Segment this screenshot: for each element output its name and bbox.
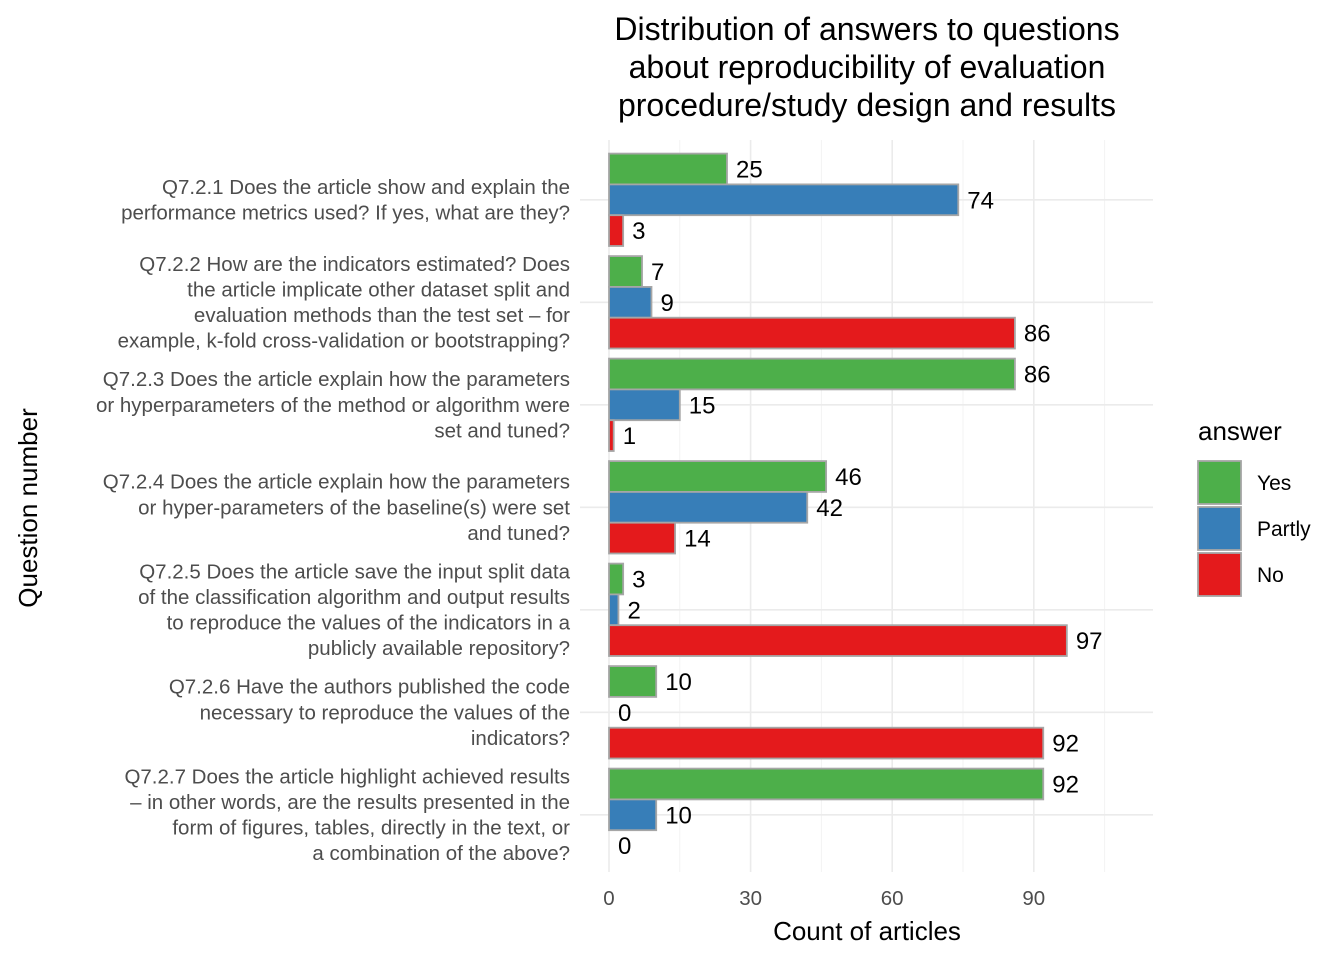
y-tick-label: example, k-fold cross-validation or boot…	[118, 330, 570, 353]
bar-yes	[608, 665, 658, 698]
y-tick-label: the article implicate other dataset spli…	[187, 279, 570, 302]
data-label: 92	[1052, 772, 1079, 799]
bar-partly	[608, 798, 658, 832]
bar-yes	[608, 357, 1016, 391]
y-tick-label: Q7.2.4 Does the article explain how the …	[103, 471, 570, 494]
chart-title-line: procedure/study design and results	[618, 87, 1116, 123]
bar-yes	[608, 152, 728, 186]
bar-no	[608, 521, 676, 555]
x-axis-title: Count of articles	[773, 916, 961, 946]
bar-no	[608, 316, 1016, 350]
data-label: 7	[651, 259, 664, 286]
bar-no	[608, 726, 1045, 760]
y-tick-label: Q7.2.7 Does the article highlight achiev…	[124, 765, 570, 788]
data-label: 15	[689, 392, 716, 419]
x-tick-label: 90	[1022, 887, 1045, 910]
data-label: 97	[1076, 628, 1103, 655]
y-tick-label: evaluation methods than the test set – f…	[194, 304, 570, 327]
data-label: 14	[684, 526, 711, 553]
bar-yes	[608, 460, 828, 493]
data-label: 10	[665, 669, 692, 696]
y-tick-label: publicly available repository?	[308, 637, 570, 660]
data-label: 0	[618, 700, 631, 727]
legend: answer Yes Partly No	[1197, 416, 1311, 597]
x-tick-label: 60	[881, 887, 904, 910]
y-tick-label: form of figures, tables, directly in the…	[172, 817, 570, 840]
data-label: 3	[632, 218, 645, 245]
y-tick-label: – in other words, are the results presen…	[130, 791, 570, 814]
y-tick-label: Q7.2.5 Does the article save the input s…	[139, 560, 570, 583]
data-label: 0	[618, 833, 631, 860]
chart-title-line: about reproducibility of evaluation	[629, 49, 1106, 85]
bar-partly	[608, 183, 960, 217]
data-label: 86	[1024, 362, 1051, 389]
y-axis-labels: Q7.2.1 Does the article show and explain…	[96, 176, 571, 865]
legend-label: No	[1257, 564, 1284, 587]
y-tick-label: indicators?	[471, 727, 570, 750]
y-tick-label: Q7.2.6 Have the authors published the co…	[169, 676, 570, 699]
y-tick-label: a combination of the above?	[312, 842, 570, 865]
legend-swatch-partly	[1197, 506, 1242, 551]
chart-title-line: Distribution of answers to questions	[614, 11, 1119, 47]
x-tick-label: 0	[603, 887, 614, 910]
y-tick-label: to reproduce the values of the indicator…	[167, 612, 571, 635]
bar-yes	[608, 255, 643, 288]
y-tick-label: Q7.2.1 Does the article show and explain…	[162, 176, 570, 199]
y-tick-label: or hyper-parameters of the baseline(s) w…	[138, 496, 570, 519]
bar-yes	[608, 767, 1045, 801]
legend-label: Yes	[1257, 472, 1291, 495]
data-label: 10	[665, 802, 692, 829]
legend-title: answer	[1198, 416, 1282, 446]
data-label: 92	[1052, 731, 1079, 758]
data-label: 9	[660, 290, 673, 317]
data-label: 3	[632, 567, 645, 594]
data-label: 1	[623, 423, 636, 450]
bar-no	[608, 214, 625, 247]
bars	[608, 152, 1068, 832]
y-tick-label: of the classification algorithm and outp…	[138, 586, 570, 609]
y-axis-title: Question number	[13, 408, 43, 608]
x-tick-label: 30	[739, 887, 762, 910]
data-label: 46	[835, 464, 862, 491]
bar-partly	[608, 490, 809, 524]
y-tick-label: and tuned?	[467, 522, 570, 545]
y-tick-label: necessary to reproduce the values of the	[200, 701, 570, 724]
y-tick-label: or hyperparameters of the method or algo…	[96, 394, 570, 417]
legend-swatch-yes	[1197, 460, 1242, 505]
data-label: 25	[736, 157, 763, 184]
bar-partly	[608, 285, 653, 319]
bar-partly	[608, 388, 681, 422]
chart-title: Distribution of answers to questionsabou…	[614, 11, 1119, 123]
y-tick-label: Q7.2.2 How are the indicators estimated?…	[139, 253, 570, 276]
y-tick-label: set and tuned?	[434, 419, 570, 442]
legend-swatch-no	[1197, 552, 1242, 597]
x-axis-ticks: 0 30 60 90	[603, 887, 1045, 910]
data-label: 86	[1024, 321, 1051, 348]
y-tick-label: performance metrics used? If yes, what a…	[121, 202, 570, 225]
legend-label: Partly	[1257, 518, 1311, 541]
bar-no	[608, 419, 615, 452]
bar-no	[608, 624, 1068, 657]
data-label: 74	[967, 187, 994, 214]
bar-partly	[608, 593, 620, 627]
y-tick-label: Q7.2.3 Does the article explain how the …	[103, 368, 570, 391]
bar-yes	[608, 562, 625, 596]
data-label: 42	[816, 495, 843, 522]
data-label: 2	[627, 597, 640, 624]
